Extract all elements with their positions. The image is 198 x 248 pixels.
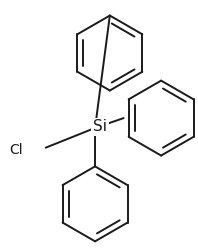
Text: Cl: Cl [10,143,23,157]
Text: Si: Si [93,120,107,134]
